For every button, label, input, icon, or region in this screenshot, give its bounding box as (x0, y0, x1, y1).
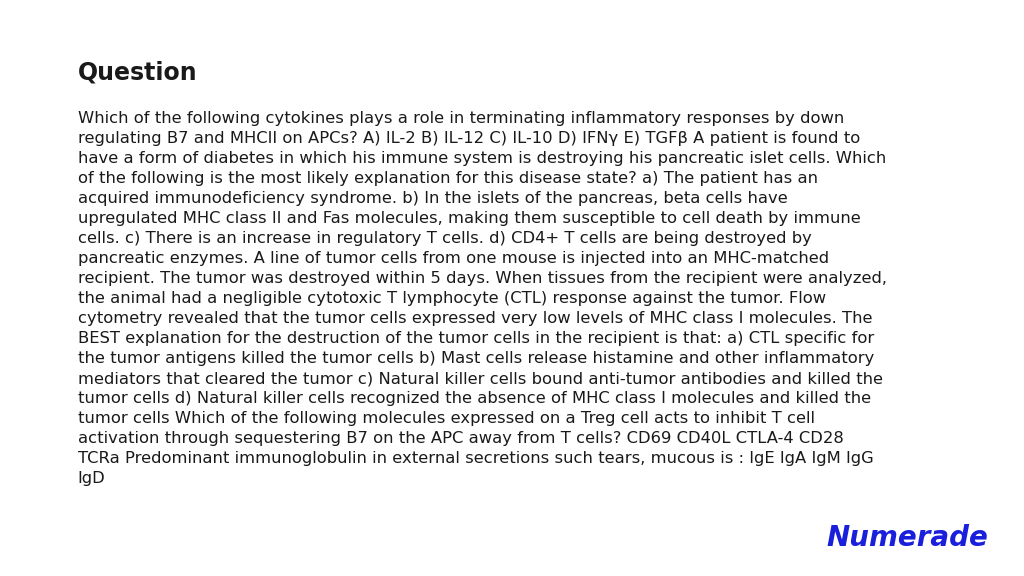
Text: Which of the following cytokines plays a role in terminating inflammatory respon: Which of the following cytokines plays a… (78, 111, 887, 486)
Text: Question: Question (78, 60, 198, 85)
Text: Numerade: Numerade (826, 524, 988, 552)
